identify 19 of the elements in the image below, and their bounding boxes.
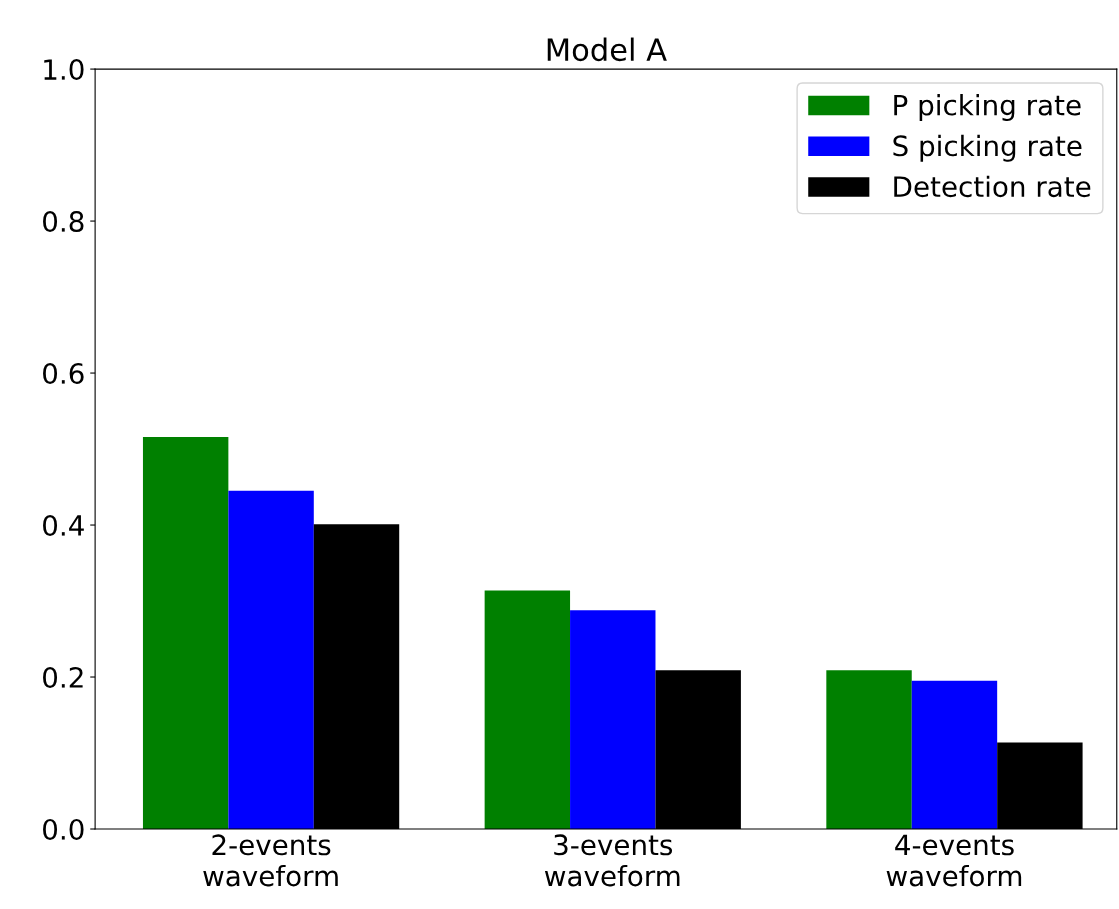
legend-label: P picking rate — [894, 94, 1081, 121]
bar — [570, 610, 656, 830]
bar — [142, 436, 229, 830]
y-tick-label: 0.2 — [43, 666, 83, 688]
x-tick-label: 2-events waveform — [203, 834, 338, 887]
bar — [228, 490, 314, 830]
y-tick-label: 0.6 — [43, 362, 84, 384]
legend-label: S picking rate — [893, 134, 1082, 162]
y-tick-label: 1.0 — [44, 59, 84, 81]
y-tick-label: 0.0 — [43, 818, 84, 840]
bar — [911, 680, 998, 830]
bar — [484, 590, 571, 830]
chart-title: Model A — [547, 37, 667, 62]
y-tick-label: 0.8 — [43, 211, 84, 233]
y-tick-label: 0.4 — [43, 514, 84, 536]
x-tick-label: 3-events waveform — [544, 834, 680, 887]
bar — [826, 670, 912, 830]
x-tick-label: 4-events waveform — [886, 834, 1022, 887]
legend-label: Detection rate — [894, 175, 1091, 198]
